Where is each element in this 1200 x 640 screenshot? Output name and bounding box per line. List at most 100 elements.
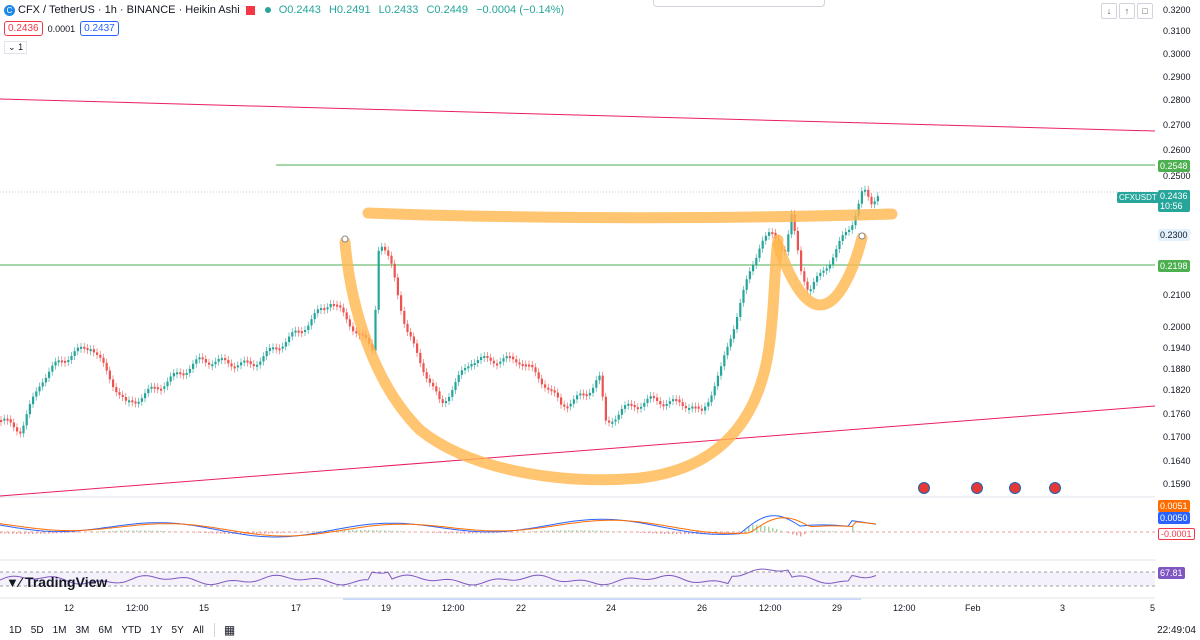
flag-icon[interactable] <box>245 5 255 15</box>
macd-bar <box>736 532 738 533</box>
macd-hist-tag: -0.0001 <box>1158 528 1195 540</box>
economic-event-icon[interactable] <box>971 482 983 494</box>
macd-bar <box>124 530 126 532</box>
candle-body <box>419 352 422 364</box>
candle-body <box>176 372 179 375</box>
macd-bar <box>568 530 570 532</box>
candle-body <box>553 390 556 393</box>
anchor-point[interactable] <box>341 235 349 243</box>
change-value: −0.0004 (−0.14%) <box>476 4 565 16</box>
move-up-icon[interactable]: ↑ <box>1119 3 1135 19</box>
candle-body <box>435 386 438 392</box>
candle-body <box>412 336 415 344</box>
anchor-point[interactable] <box>858 232 866 240</box>
macd-bar <box>612 531 614 532</box>
candle-body <box>656 397 659 402</box>
candle-body <box>448 396 451 402</box>
price-tick: 0.2900 <box>1163 72 1191 82</box>
macd-bar <box>588 530 590 532</box>
candle-body <box>355 331 358 334</box>
candle-body <box>672 399 675 402</box>
candle-body <box>841 235 844 241</box>
descending-trendline[interactable] <box>0 98 1155 132</box>
macd-bar <box>428 532 430 533</box>
macd-bar <box>780 530 782 532</box>
rim-annotation[interactable] <box>362 207 898 224</box>
macd-bar <box>4 532 6 534</box>
economic-event-icon[interactable] <box>1049 482 1061 494</box>
candle-body <box>16 427 19 432</box>
candle-body <box>233 366 236 369</box>
candle-body <box>646 398 649 403</box>
macd-bar <box>556 530 558 532</box>
macd-bar <box>200 532 202 533</box>
cup-annotation[interactable] <box>339 234 784 486</box>
candle-body <box>460 370 463 375</box>
price-tick: 0.2000 <box>1163 322 1191 332</box>
candle-body <box>755 257 758 265</box>
macd-bar <box>576 530 578 532</box>
candle-body <box>169 376 172 382</box>
macd-bar <box>344 530 346 532</box>
economic-event-icon[interactable] <box>1009 482 1021 494</box>
economic-event-icon[interactable] <box>918 482 930 494</box>
rsi-band <box>0 572 1155 586</box>
candle-body <box>339 305 342 308</box>
range-all-button[interactable]: All <box>192 624 204 636</box>
candle-body <box>185 372 188 375</box>
candle-body <box>515 359 518 363</box>
range-1y-button[interactable]: 1Y <box>150 624 163 636</box>
resistance-price-tag: 0.2548 <box>1158 160 1190 172</box>
macd-bar <box>584 530 586 532</box>
buy-price-button[interactable]: 0.2437 <box>80 21 119 36</box>
candle-body <box>112 379 115 388</box>
macd-line-tag: 0.0050 <box>1158 512 1190 524</box>
symbol-header[interactable]: C CFX / TetherUS · 1h · BINANCE · Heikin… <box>4 2 569 18</box>
range-5y-button[interactable]: 5Y <box>171 624 184 636</box>
candle-body <box>406 323 409 333</box>
price-tick: 0.2500 <box>1163 171 1191 181</box>
ascending-trendline[interactable] <box>0 405 1155 497</box>
macd-bar <box>640 532 642 533</box>
candle-body <box>819 272 822 277</box>
candle-body <box>41 382 44 387</box>
indicator-toggle[interactable]: ⌄ 1 <box>4 41 28 54</box>
move-down-icon[interactable]: ↓ <box>1101 3 1117 19</box>
macd-bar <box>404 531 406 532</box>
macd-bar <box>152 530 154 532</box>
symbol-title[interactable]: CFX / TetherUS · 1h · BINANCE · Heikin A… <box>18 4 240 16</box>
tradingview-logo[interactable]: ▼⁄ TradingView <box>6 574 107 590</box>
sell-price-button[interactable]: 0.2436 <box>4 21 43 36</box>
candle-body <box>851 225 854 230</box>
candle-body <box>9 419 12 423</box>
price-axis[interactable]: 0.3200 0.3100 0.3000 0.2900 0.2800 0.2700 0.26… <box>1155 0 1200 598</box>
range-5d-button[interactable]: 5D <box>30 624 44 636</box>
macd-bar <box>460 532 462 534</box>
handle-annotation[interactable] <box>772 232 868 311</box>
macd-bar <box>136 530 138 532</box>
macd-bar <box>32 532 34 534</box>
candle-body <box>422 363 425 373</box>
candle-body <box>528 364 531 367</box>
range-ytd-button[interactable]: YTD <box>121 624 142 636</box>
calendar-goto-icon[interactable]: ▦ <box>223 623 236 637</box>
macd-bar <box>836 531 838 532</box>
support-price-tag: 0.2198 <box>1158 260 1190 272</box>
range-1d-button[interactable]: 1D <box>9 624 22 636</box>
candle-body <box>476 360 479 364</box>
range-3m-button[interactable]: 3M <box>75 624 90 636</box>
candle-body <box>438 391 441 400</box>
candle-body <box>60 360 63 363</box>
maximize-icon[interactable]: □ <box>1137 3 1153 19</box>
range-6m-button[interactable]: 6M <box>98 624 113 636</box>
macd-signal-tag: 0.0051 <box>1158 500 1190 512</box>
candle-body <box>550 389 553 392</box>
range-1m-button[interactable]: 1M <box>52 624 67 636</box>
macd-bar <box>704 532 706 534</box>
candle-body <box>310 319 313 326</box>
price-chart[interactable] <box>0 0 1155 600</box>
candle-body <box>697 406 700 409</box>
macd-bar <box>312 531 314 532</box>
time-tick: 12:00 <box>759 603 782 613</box>
candle-body <box>396 277 399 296</box>
